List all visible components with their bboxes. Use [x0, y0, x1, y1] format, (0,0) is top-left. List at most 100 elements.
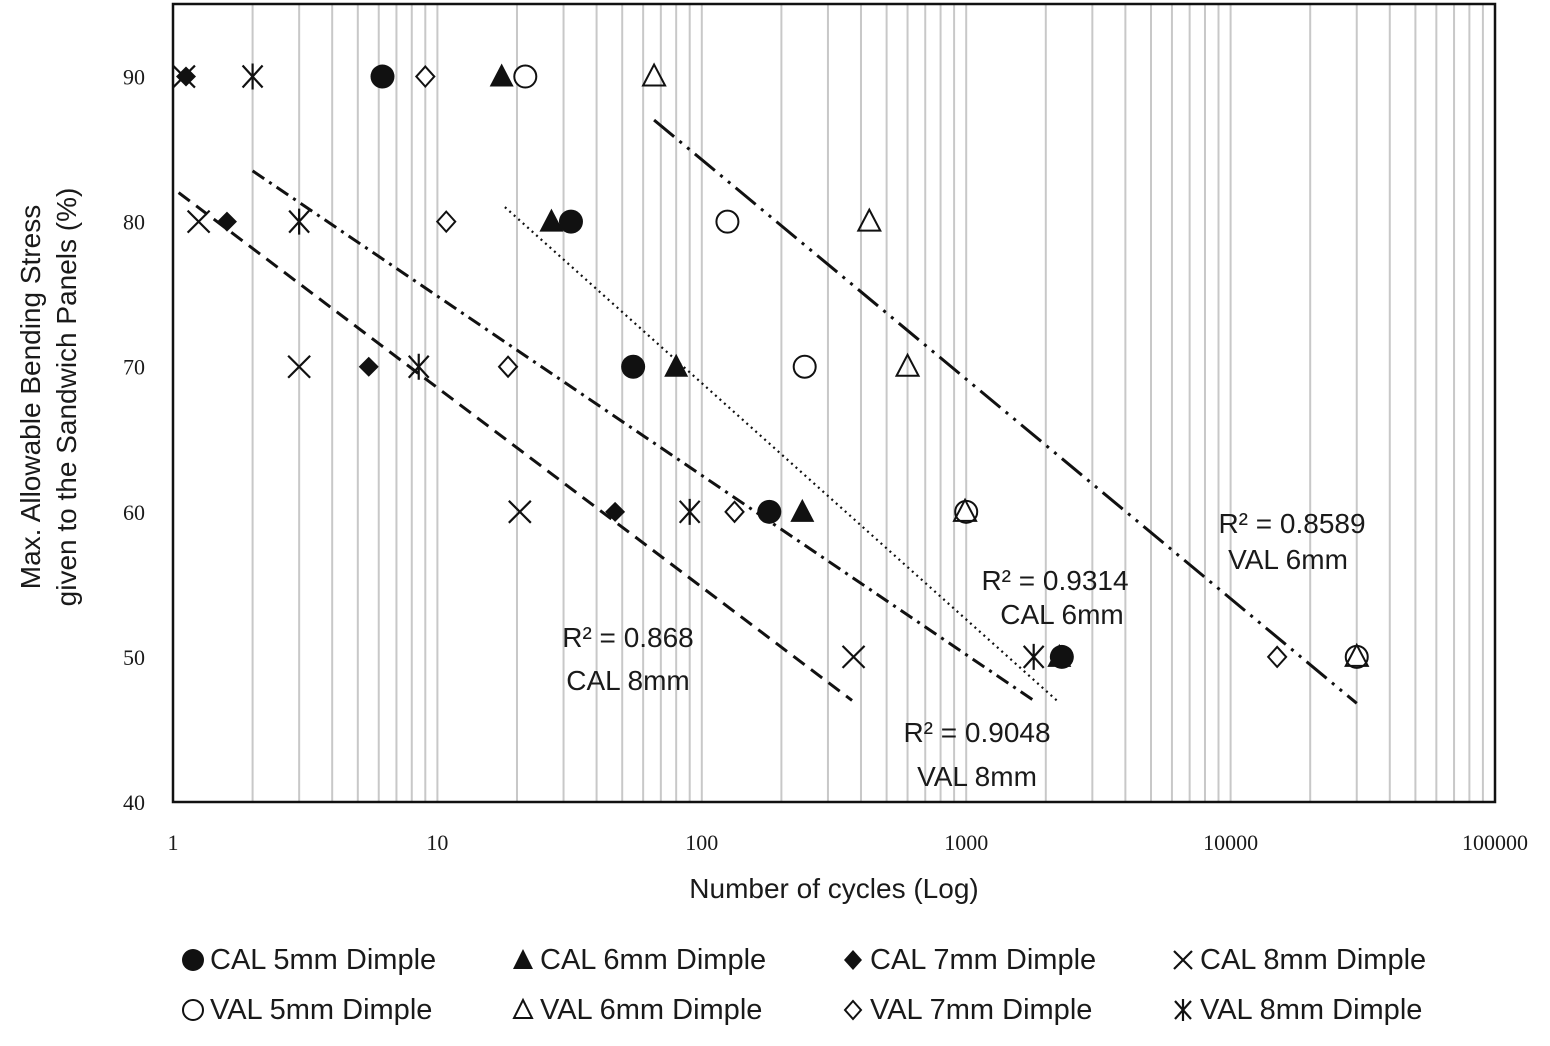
legend-label: VAL 7mm Dimple: [870, 993, 1093, 1026]
y-axis-ticks: 40 50 60 70 80 90: [123, 65, 145, 815]
legend-item-val-8mm: VAL 8mm Dimple: [1170, 994, 1500, 1027]
point-circle-open: [513, 64, 538, 89]
annotation-r2: R² = 0.9314: [981, 565, 1128, 596]
x-gridlines: [251, 4, 1484, 802]
x-axis-title: Number of cycles (Log): [689, 873, 978, 904]
annotation-val-6mm: R² = 0.8589 VAL 6mm: [1218, 508, 1365, 575]
annotation-label: CAL 6mm: [1000, 599, 1123, 630]
annotation-val-8mm: R² = 0.9048 VAL 8mm: [903, 717, 1050, 792]
x-tick-label: 10: [426, 830, 448, 855]
point-asterisk: [241, 63, 264, 90]
point-triangle-open: [641, 62, 667, 87]
y-tick-label: 40: [123, 790, 145, 815]
y-tick-label: 80: [123, 210, 145, 235]
legend-label: VAL 5mm Dimple: [210, 993, 433, 1026]
y-tick-label: 50: [123, 645, 145, 670]
point-circle-filled: [370, 64, 395, 89]
legend-label: CAL 5mm Dimple: [210, 943, 437, 976]
point-x: [508, 500, 532, 524]
x-tick-label: 100000: [1462, 830, 1528, 855]
point-asterisk: [407, 353, 430, 380]
trendline-val-6mm: [653, 118, 1358, 705]
legend-item-val-6mm: VAL 6mm Dimple: [510, 994, 840, 1027]
legend-label: VAL 6mm Dimple: [540, 993, 763, 1026]
annotation-label: CAL 8mm: [566, 665, 689, 696]
point-x: [186, 209, 211, 234]
legend-label: CAL 7mm Dimple: [870, 943, 1097, 976]
circle-open-icon: [182, 999, 204, 1021]
trendlines: [177, 118, 1358, 705]
point-asterisk: [288, 208, 310, 235]
point-circle-filled: [558, 209, 583, 234]
legend-item-cal-8mm: CAL 8mm Dimple: [1170, 944, 1500, 977]
legend-item-cal-7mm: CAL 7mm Dimple: [840, 944, 1170, 977]
legend-item-cal-6mm: CAL 6mm Dimple: [510, 944, 840, 977]
circle-filled-icon: [182, 949, 204, 971]
point-triangle-filled: [539, 208, 564, 232]
legend-item-val-7mm: VAL 7mm Dimple: [840, 994, 1170, 1027]
point-triangle-open: [894, 352, 921, 377]
point-diamond-filled: [358, 356, 379, 377]
annotation-r2: R² = 0.8589: [1218, 508, 1365, 539]
point-x: [172, 64, 196, 89]
y-tick-label: 60: [123, 500, 145, 525]
point-diamond-open: [497, 355, 519, 379]
x-axis-ticks: 1 10 100 1000 10000 100000: [168, 830, 1529, 855]
diamond-filled-icon: [844, 950, 862, 970]
point-asterisk: [678, 498, 701, 525]
annotation-label: VAL 8mm: [917, 761, 1037, 792]
point-circle-open: [715, 209, 740, 234]
point-triangle-open: [1344, 642, 1370, 667]
y-axis-title-line1: Max. Allowable Bending Stress: [15, 205, 46, 589]
point-circle-filled: [757, 499, 782, 524]
annotation-cal-8mm: R² = 0.868 CAL 8mm: [562, 622, 694, 696]
chart: 40 50 60 70 80 90 1 10 100 1000 10000 100000 Numbe…: [15, 2, 1529, 904]
point-circle-open: [1344, 644, 1369, 669]
trendline-cal-8mm: [177, 191, 853, 702]
diamond-open-icon: [843, 999, 863, 1021]
data-points: [172, 62, 1370, 670]
legend-row: CAL 5mm Dimple CAL 6mm Dimple CAL 7mm Di…: [180, 935, 1500, 985]
triangle-filled-icon: [513, 949, 533, 969]
point-triangle-filled: [790, 498, 815, 522]
annotation-r2: R² = 0.868: [562, 622, 694, 653]
trendline-val-8mm: [251, 169, 1035, 702]
point-triangle-open: [856, 207, 882, 232]
x-tick-label: 100: [685, 830, 718, 855]
legend-label: CAL 6mm Dimple: [540, 943, 767, 976]
point-diamond-open: [435, 210, 457, 234]
legend-item-cal-5mm: CAL 5mm Dimple: [180, 944, 510, 977]
annotation-cal-6mm: R² = 0.9314 CAL 6mm: [981, 565, 1128, 630]
annotation-r2: R² = 0.9048: [903, 717, 1050, 748]
legend-item-val-5mm: VAL 5mm Dimple: [180, 994, 510, 1027]
point-diamond-filled: [1050, 646, 1071, 667]
y-tick-label: 90: [123, 65, 145, 90]
plot-area-frame: [171, 2, 1497, 804]
point-x: [287, 354, 311, 379]
point-diamond-filled: [216, 211, 237, 232]
point-diamond-open: [724, 500, 745, 524]
point-circle-open: [792, 354, 817, 379]
x-tick-label: 1000: [944, 830, 988, 855]
x-tick-label: 1: [168, 830, 179, 855]
point-triangle-filled: [489, 63, 514, 87]
legend-label: VAL 8mm Dimple: [1200, 993, 1423, 1026]
asterisk-icon: [1174, 999, 1192, 1021]
point-circle-filled: [621, 354, 646, 379]
y-axis-title-line2: given to the Sandwich Panels (%): [51, 188, 82, 607]
legend-row: VAL 5mm Dimple VAL 6mm Dimple VAL 7mm Di…: [180, 985, 1500, 1035]
point-diamond-open: [414, 65, 436, 89]
legend-label: CAL 8mm Dimple: [1200, 943, 1427, 976]
triangle-open-icon: [512, 997, 534, 1019]
point-diamond-filled: [605, 501, 626, 522]
point-x: [841, 645, 866, 669]
x-mark-icon: [1173, 950, 1193, 970]
y-tick-label: 70: [123, 355, 145, 380]
point-asterisk: [1022, 643, 1045, 670]
annotation-label: VAL 6mm: [1228, 544, 1348, 575]
point-triangle-filled: [664, 353, 689, 377]
point-triangle-open: [952, 497, 978, 522]
x-tick-label: 10000: [1203, 830, 1258, 855]
point-diamond-filled: [176, 66, 197, 87]
point-diamond-open: [1266, 645, 1288, 669]
